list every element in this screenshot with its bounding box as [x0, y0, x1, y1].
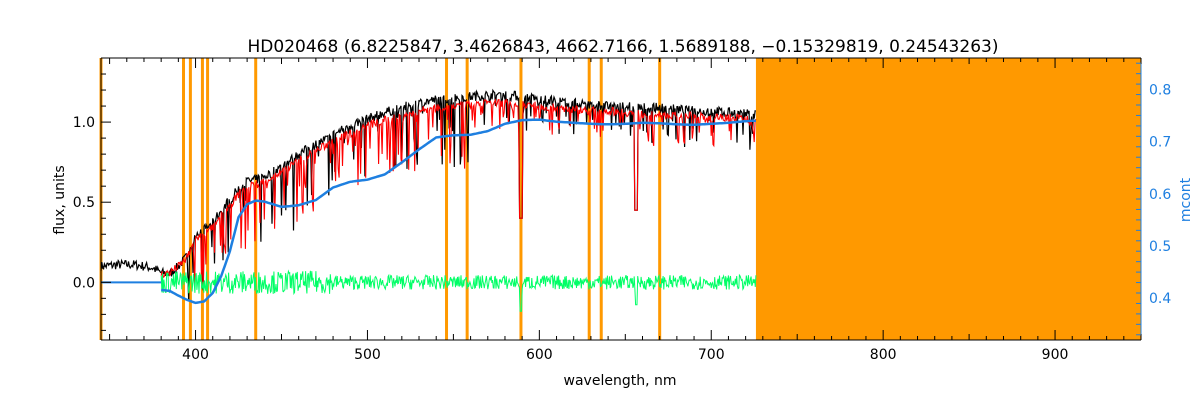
series-observed [100, 88, 757, 302]
right-y-tick-label: 0.6 [1149, 187, 1171, 203]
y-axis-title: flux, units [52, 165, 68, 234]
y-tick-label: 0.5 [73, 195, 95, 211]
masked-region [755, 58, 1141, 340]
right-y-tick-label: 0.5 [1149, 239, 1171, 255]
x-tick-label: 900 [1042, 347, 1069, 363]
x-tick-label: 500 [354, 347, 381, 363]
x-axis-title: wavelength, nm [564, 373, 677, 389]
right-y-axis-title: mcont [1178, 177, 1194, 222]
series-model [160, 98, 757, 288]
x-tick-label: 600 [526, 347, 553, 363]
chart-title: HD020468 (6.8225847, 3.4626843, 4662.716… [248, 37, 999, 57]
right-y-tick-label: 0.4 [1149, 291, 1171, 307]
right-y-tick-label: 0.8 [1149, 82, 1171, 98]
right-y-tick-label: 0.7 [1149, 135, 1171, 151]
series-continuum [161, 118, 756, 305]
y-tick-label: 1.0 [73, 115, 95, 131]
series-residual [160, 269, 757, 312]
x-tick-label: 700 [698, 347, 725, 363]
x-tick-label: 400 [182, 347, 209, 363]
x-tick-label: 800 [870, 347, 897, 363]
y-tick-label: 0.0 [73, 275, 95, 291]
plot-area: 400 500 600 700 800 900 0.0 0.5 1.0 0.4 0.5 0.6 0.7 0… [73, 57, 1171, 363]
